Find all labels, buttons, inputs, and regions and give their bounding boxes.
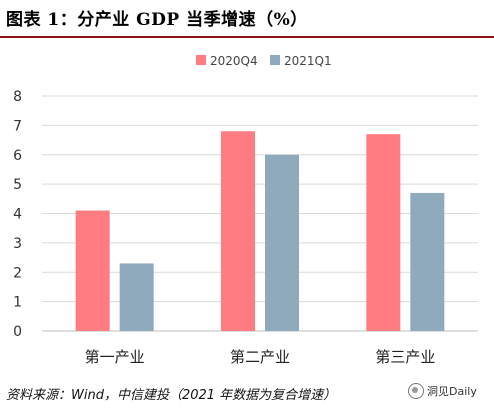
bar-2021q1-2: [265, 154, 299, 331]
x-tick-label: 第三产业: [375, 348, 435, 366]
source-note: 资料来源：Wind，中信建投（2021 年数据为复合增速）: [6, 388, 337, 403]
bar-2021q1-3: [410, 192, 445, 331]
y-tick-label: 2: [13, 265, 22, 281]
y-tick-label: 6: [13, 148, 22, 164]
legend-swatch: [196, 55, 206, 65]
watermark: 洞见Daily: [408, 383, 477, 399]
y-tick-label: 0: [13, 324, 22, 340]
legend-label: 2020Q4: [210, 54, 258, 68]
legend-label: 2021Q1: [284, 54, 332, 68]
title-bar: 图表 1：分产业 GDP 当季增速（%）: [0, 0, 494, 38]
bar-2020q4-2: [221, 131, 255, 331]
bar-2020q4-1: [75, 210, 110, 331]
y-tick-label: 4: [13, 207, 22, 223]
y-tick-label: 5: [13, 177, 22, 193]
x-tick-label: 第一产业: [85, 348, 145, 366]
watermark-text: 洞见Daily: [427, 385, 477, 398]
y-tick-label: 8: [13, 89, 22, 105]
bar-2021q1-1: [119, 263, 154, 331]
bar-2020q4-3: [366, 134, 401, 331]
y-tick-label: 7: [13, 118, 22, 134]
y-tick-label: 1: [13, 295, 22, 311]
figure-title: 图表 1：分产业 GDP 当季增速（%）: [6, 10, 308, 30]
legend-swatch: [270, 55, 280, 65]
y-tick-label: 3: [13, 236, 22, 252]
x-tick-label: 第二产业: [230, 348, 290, 366]
wechat-logo-icon: [408, 383, 424, 399]
